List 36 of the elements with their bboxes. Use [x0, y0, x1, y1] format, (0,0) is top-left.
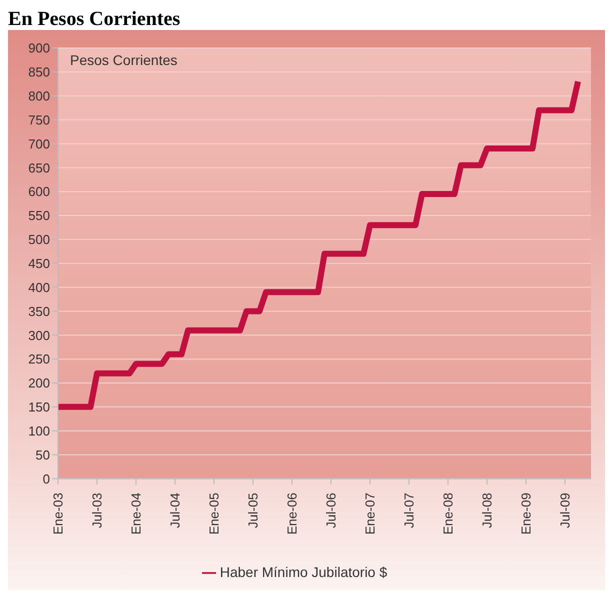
- x-tick-label: Ene-03: [50, 492, 66, 535]
- x-tick-label: Jul-06: [324, 492, 338, 528]
- y-tick-label: 150: [28, 400, 50, 415]
- y-tick-label: 700: [28, 136, 50, 152]
- x-tick-label: Ene-06: [284, 492, 300, 535]
- x-tick-label: Ene-04: [128, 492, 144, 535]
- chart-title: En Pesos Corrientes: [8, 8, 182, 30]
- y-tick-label: 750: [28, 112, 50, 128]
- x-tick-label: Jul-03: [90, 492, 104, 528]
- x-tick-label: Jul-09: [558, 492, 572, 528]
- x-tick-label: Jul-08: [480, 492, 494, 528]
- y-tick-label: 200: [28, 376, 50, 391]
- y-tick-label: 900: [28, 40, 50, 56]
- legend-label: Haber Mínimo Jubilatorio $: [220, 564, 388, 580]
- y-tick-label: 500: [28, 232, 50, 248]
- y-tick-label: 650: [28, 160, 50, 176]
- y-tick-label: 250: [28, 352, 50, 367]
- y-tick-label: 450: [28, 256, 50, 271]
- x-tick-label: Ene-05: [206, 492, 222, 535]
- y-tick-label: 600: [28, 184, 50, 200]
- y-tick-label: 550: [28, 208, 50, 224]
- x-tick-label: Ene-08: [440, 492, 456, 535]
- y-tick-label: 350: [28, 304, 50, 319]
- y-tick-label: 100: [28, 423, 50, 438]
- y-tick-label: 50: [36, 447, 50, 462]
- y-tick-label: 800: [28, 88, 50, 104]
- y-tick-label: 300: [28, 328, 50, 343]
- annotation: Pesos Corrientes: [70, 52, 178, 68]
- x-tick-label: Ene-09: [518, 492, 534, 535]
- x-tick-label: Jul-04: [168, 492, 182, 528]
- y-tick-label: 850: [28, 64, 50, 80]
- x-tick-label: Jul-07: [402, 492, 416, 528]
- x-tick-label: Jul-05: [246, 492, 260, 528]
- y-tick-label: 400: [28, 280, 50, 295]
- x-tick-label: Ene-07: [362, 492, 378, 535]
- y-tick-label: 0: [42, 471, 50, 486]
